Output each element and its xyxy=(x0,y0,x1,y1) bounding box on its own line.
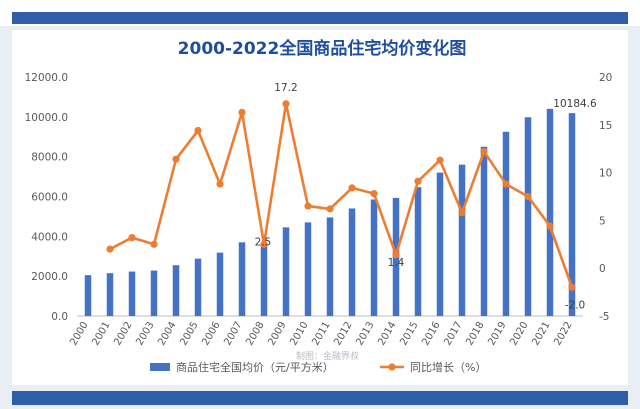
legend: 商品住宅全国均价（元/平方米） 同比增长（%） xyxy=(150,360,486,374)
line-point xyxy=(282,100,290,108)
right-axis-tick: 5 xyxy=(599,215,606,227)
bar xyxy=(260,244,268,316)
data-label: 17.2 xyxy=(274,82,297,94)
data-labels: 17.2 2.5 1.4 -2.0 10184.6 xyxy=(255,82,597,312)
right-axis-tick: 20 xyxy=(599,72,612,84)
bar xyxy=(304,222,312,316)
bar xyxy=(326,217,334,316)
x-axis-tick: 2007 xyxy=(222,320,244,348)
bar xyxy=(106,273,114,316)
x-axis-tick: 2010 xyxy=(288,320,310,348)
right-axis-tick: 0 xyxy=(599,263,606,275)
x-axis-tick: 2002 xyxy=(112,320,134,348)
legend-label-bars: 商品住宅全国均价（元/平方米） xyxy=(176,360,334,374)
watermark: 制图：金融界叔 xyxy=(296,350,359,362)
bar xyxy=(348,208,356,316)
line-point xyxy=(216,180,224,188)
line-point xyxy=(128,234,136,242)
bar xyxy=(282,227,290,316)
x-axis-tick: 2000 xyxy=(68,320,90,348)
left-axis-tick: 10000.0 xyxy=(25,112,68,124)
line-series xyxy=(106,100,576,291)
line-point xyxy=(304,202,312,210)
left-axis-tick: 8000.0 xyxy=(31,152,68,164)
line-point xyxy=(436,156,444,164)
bar xyxy=(524,117,532,317)
x-axis-tick: 2022 xyxy=(552,320,574,348)
line-point xyxy=(172,155,180,163)
line-point xyxy=(458,209,466,217)
legend-swatch-bars xyxy=(150,363,170,371)
x-axis-tick: 2012 xyxy=(332,320,354,348)
x-axis-tick: 2017 xyxy=(442,320,464,348)
bar xyxy=(194,258,202,316)
legend-marker xyxy=(388,363,396,371)
x-axis-tick: 2019 xyxy=(486,320,508,348)
x-axis-tick: 2005 xyxy=(178,320,200,348)
bar xyxy=(238,242,246,316)
line-point xyxy=(568,283,576,291)
x-axis-tick: 2016 xyxy=(420,320,442,348)
x-axis-tick: 2006 xyxy=(200,320,222,348)
bar xyxy=(172,265,180,316)
bar xyxy=(568,113,576,317)
left-axis-tick: 12000.0 xyxy=(25,72,68,84)
data-label: 10184.6 xyxy=(553,98,597,110)
x-axis-tick: 2001 xyxy=(90,320,112,348)
data-label: 1.4 xyxy=(388,257,405,269)
x-axis-tick: 2013 xyxy=(354,320,376,348)
bar xyxy=(128,271,136,316)
line-point xyxy=(194,126,202,135)
bar xyxy=(84,275,92,316)
x-axis-tick: 2004 xyxy=(156,320,178,348)
x-axis-tick: 2020 xyxy=(508,320,530,348)
line-point xyxy=(524,192,532,201)
left-axis-tick: 4000.0 xyxy=(31,231,68,243)
top-stripe xyxy=(12,12,628,24)
x-axis-tick: 2008 xyxy=(244,320,266,348)
left-axis-tick: 6000.0 xyxy=(31,192,68,204)
line-point xyxy=(326,205,334,213)
bar xyxy=(502,131,510,316)
line-point xyxy=(238,108,246,116)
line-point xyxy=(502,180,510,188)
bar xyxy=(414,187,422,316)
x-axis-tick: 2009 xyxy=(266,320,288,348)
left-axis-tick: 0.0 xyxy=(51,311,68,323)
line-point xyxy=(348,184,356,192)
left-axis-tick: 2000.0 xyxy=(31,271,68,283)
line-point xyxy=(260,240,268,248)
line-point xyxy=(480,147,488,156)
data-label: 2.5 xyxy=(255,236,272,248)
right-axis-tick: 10 xyxy=(599,168,612,180)
bar xyxy=(150,270,158,316)
bar xyxy=(458,164,466,316)
line-point xyxy=(414,177,422,185)
x-axis-tick: 2014 xyxy=(376,320,398,348)
bar xyxy=(436,172,444,316)
line-point xyxy=(370,190,378,198)
right-axis-tick: -5 xyxy=(599,311,609,323)
bar xyxy=(480,146,488,316)
bar xyxy=(546,108,554,316)
x-axis-tick: 2015 xyxy=(398,320,420,348)
line-point xyxy=(392,251,400,259)
line-point xyxy=(106,245,114,253)
line-point xyxy=(546,222,554,230)
x-axis-tick: 2021 xyxy=(530,320,552,348)
bar xyxy=(370,199,378,316)
x-axis-tick: 2011 xyxy=(310,320,332,348)
growth-line xyxy=(109,102,574,288)
bar xyxy=(216,252,224,316)
chart-title: 2000-2022全国商品住宅均价变化图 xyxy=(178,38,467,59)
line-point xyxy=(150,240,158,248)
right-axis-tick: 15 xyxy=(599,120,612,132)
legend-label-line: 同比增长（%） xyxy=(410,360,486,374)
x-axis-tick: 2018 xyxy=(464,320,486,348)
x-axis-tick: 2003 xyxy=(134,320,156,348)
data-label: -2.0 xyxy=(565,299,586,311)
bottom-stripe xyxy=(12,391,628,405)
